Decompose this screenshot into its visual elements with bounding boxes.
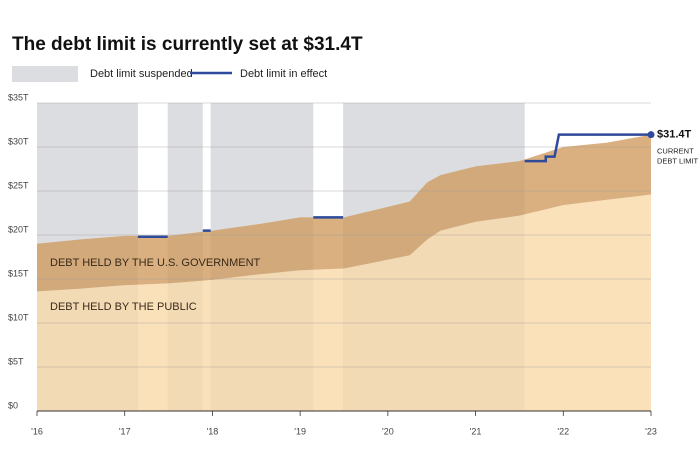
x-tick-label: '22 — [557, 426, 569, 436]
y-tick-label: $10T — [8, 312, 29, 322]
y-tick-label: $25T — [8, 180, 29, 190]
series-label: DEBT HELD BY THE PUBLIC — [50, 301, 197, 313]
y-tick-label: $0 — [8, 400, 18, 410]
series-label: DEBT HELD BY THE U.S. GOVERNMENT — [50, 257, 261, 269]
area — [37, 194, 651, 411]
end-label: $31.4T — [657, 129, 692, 141]
x-tick-label: '23 — [645, 426, 657, 436]
x-tick-label: '18 — [207, 426, 219, 436]
end-note: CURRENT — [657, 147, 694, 156]
legend-label: Debt limit suspended — [90, 68, 193, 80]
y-tick-label: $5T — [8, 356, 24, 366]
x-tick-label: '21 — [470, 426, 482, 436]
y-tick-label: $20T — [8, 224, 29, 234]
y-tick-label: $30T — [8, 136, 29, 146]
x-tick-label: '19 — [294, 426, 306, 436]
x-tick-label: '17 — [119, 426, 131, 436]
limit-line — [137, 133, 651, 239]
chart-title: The debt limit is currently set at $31.4… — [12, 34, 363, 55]
legend-swatch — [12, 66, 78, 82]
end-note: DEBT LIMIT — [657, 157, 699, 166]
x-tick-label: '20 — [382, 426, 394, 436]
y-tick-label: $15T — [8, 268, 29, 278]
area — [37, 134, 651, 292]
x-tick-label: '16 — [31, 426, 43, 436]
legend-label: Debt limit in effect — [240, 68, 327, 80]
limit-endpoint — [647, 131, 655, 139]
y-tick-label: $35T — [8, 92, 29, 102]
